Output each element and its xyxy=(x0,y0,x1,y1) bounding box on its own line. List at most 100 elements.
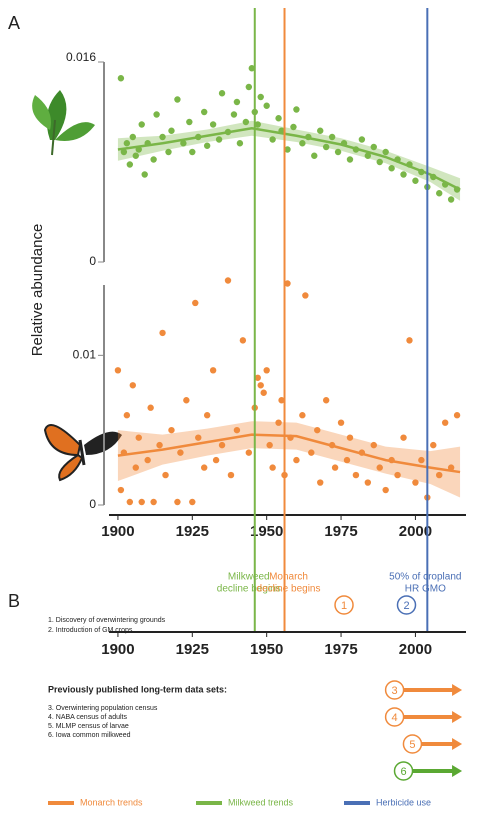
dataset-marker xyxy=(384,707,405,727)
leaf-icon xyxy=(32,90,95,156)
legend-label: Monarch trends xyxy=(80,797,143,807)
event-label: Monarch xyxy=(269,572,308,583)
point xyxy=(224,277,232,284)
point xyxy=(201,464,208,471)
panel-label: A xyxy=(8,13,20,33)
x-tick-label: 1950 xyxy=(250,641,283,658)
point xyxy=(418,456,425,464)
point xyxy=(120,148,128,156)
x-tick-label: 1950 xyxy=(250,523,283,540)
point xyxy=(201,108,208,116)
point xyxy=(284,146,291,153)
point xyxy=(195,434,202,441)
point xyxy=(370,143,377,151)
x-tick-label: 1900 xyxy=(101,523,134,540)
event-marker xyxy=(334,595,354,615)
point xyxy=(266,441,273,449)
point xyxy=(132,464,139,471)
point xyxy=(218,90,226,97)
point xyxy=(275,419,282,426)
point xyxy=(165,148,172,156)
x-tick-label: 1975 xyxy=(324,523,357,540)
point xyxy=(337,419,345,426)
confidence-band xyxy=(117,120,461,201)
x-tick-label: 1925 xyxy=(176,523,209,540)
point xyxy=(254,374,261,381)
point xyxy=(117,75,125,82)
point xyxy=(230,111,238,118)
point xyxy=(227,471,235,479)
point xyxy=(334,148,342,156)
point xyxy=(358,136,366,143)
point xyxy=(245,449,253,456)
point xyxy=(138,498,145,506)
point xyxy=(189,498,196,506)
point xyxy=(400,171,407,178)
point xyxy=(370,441,377,449)
point xyxy=(212,456,220,464)
point xyxy=(364,152,372,159)
datasets-title: Previously published long-term data sets… xyxy=(48,684,227,694)
point xyxy=(447,464,455,471)
point xyxy=(311,152,318,159)
arrow-head xyxy=(452,765,463,777)
dataset-marker-label: 3 xyxy=(392,685,398,697)
point xyxy=(293,456,300,464)
point xyxy=(203,142,211,149)
arrow-head xyxy=(452,684,463,696)
confidence-band xyxy=(117,421,461,498)
point xyxy=(263,367,270,374)
point xyxy=(376,158,383,166)
arrow-head xyxy=(452,711,463,723)
point xyxy=(174,498,181,506)
point xyxy=(236,140,244,147)
butterfly-icon xyxy=(43,424,122,482)
point xyxy=(135,434,142,441)
point xyxy=(233,98,241,106)
note: 2. Introduction of GM crops xyxy=(48,627,133,634)
dataset-text: 6. Iowa common milkweed xyxy=(48,732,131,739)
dataset-marker xyxy=(393,761,414,781)
point xyxy=(308,449,315,456)
point xyxy=(162,471,169,479)
point xyxy=(263,102,270,109)
point xyxy=(203,412,211,419)
point xyxy=(215,136,223,143)
point xyxy=(117,486,125,494)
point xyxy=(406,337,413,344)
y-tick-label: 0.01 xyxy=(73,348,97,362)
x-tick-label: 2000 xyxy=(399,523,432,540)
point xyxy=(352,471,360,479)
event-label: decline begins xyxy=(217,584,281,595)
point xyxy=(129,133,136,141)
event-label: Milkweed xyxy=(228,572,270,583)
point xyxy=(239,337,247,344)
event-label: decline begins xyxy=(257,584,321,595)
dataset-text: 5. MLMP census of larvae xyxy=(48,723,129,730)
point xyxy=(168,426,175,434)
dataset-text: 4. NABA census of adults xyxy=(48,714,127,721)
point xyxy=(317,127,324,134)
point xyxy=(343,456,351,464)
point xyxy=(278,397,285,404)
point xyxy=(132,152,139,159)
event-marker xyxy=(396,595,417,615)
point xyxy=(177,449,184,456)
point xyxy=(302,292,309,299)
point xyxy=(138,121,145,128)
point xyxy=(269,136,276,143)
point xyxy=(114,367,122,374)
point xyxy=(183,397,190,404)
trend-line xyxy=(117,126,461,191)
point xyxy=(257,382,264,389)
point xyxy=(290,123,297,131)
point xyxy=(441,419,449,426)
point xyxy=(123,140,131,147)
y-tick-label: 0 xyxy=(89,254,96,268)
point xyxy=(209,367,217,374)
y-axis-label: Relative abundance xyxy=(29,224,46,357)
x-tick-label: 1925 xyxy=(176,641,209,658)
legend-label: Herbicide use xyxy=(376,797,431,807)
point xyxy=(412,479,419,486)
point xyxy=(153,111,160,118)
